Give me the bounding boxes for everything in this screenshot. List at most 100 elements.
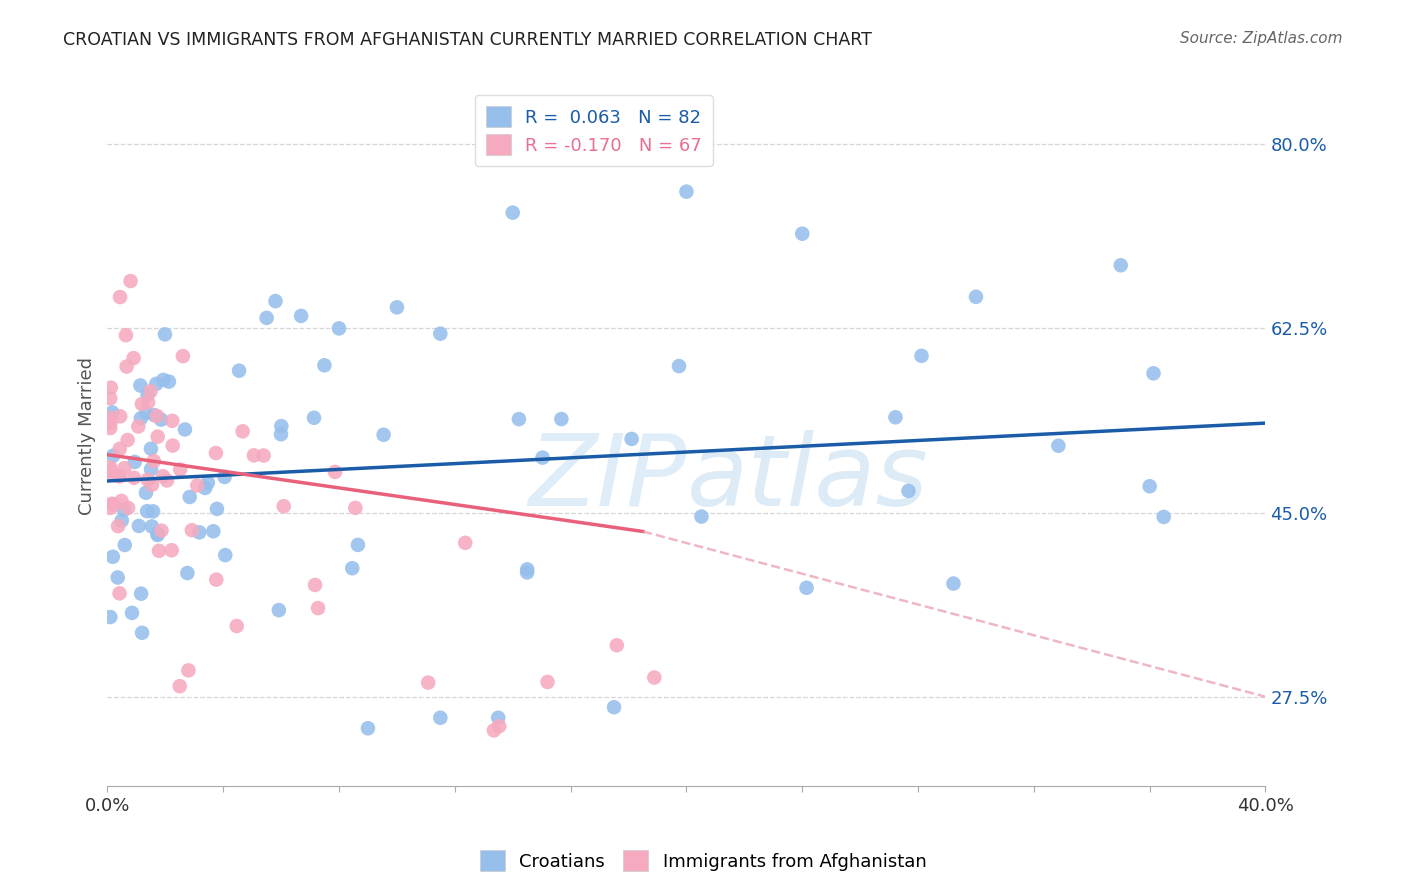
Point [129,411,152,425]
Point [107,519,129,533]
Point [482,723,505,738]
Point [194,481,217,495]
Point [100,381,122,395]
Point [131,625,153,640]
Point [142,454,165,468]
Point [160,543,183,558]
Point [1047,439,1070,453]
Point [146,430,169,444]
Point [270,419,292,434]
Point [897,483,920,498]
Point [141,519,163,533]
Point [516,566,538,580]
Point [328,321,350,335]
Point [152,469,174,483]
Point [174,422,197,436]
Point [108,290,131,304]
Legend: Croatians, Immigrants from Afghanistan: Croatians, Immigrants from Afghanistan [472,843,934,879]
Point [98,421,121,435]
Point [347,538,370,552]
Point [302,410,325,425]
Point [179,490,201,504]
Point [136,504,159,518]
Point [146,528,169,542]
Point [454,536,477,550]
Point [508,412,530,426]
Point [550,412,572,426]
Point [110,494,132,508]
Point [186,478,208,492]
Point [169,679,191,693]
Point [205,501,228,516]
Point [796,581,818,595]
Point [103,498,125,512]
Point [98,392,121,406]
Point [114,538,136,552]
Point [136,473,159,487]
Point [1142,367,1164,381]
Point [101,405,124,419]
Point [690,509,713,524]
Point [129,378,152,392]
Point [536,675,558,690]
Point [910,349,932,363]
Y-axis label: Currently Married: Currently Married [79,358,96,516]
Point [307,601,329,615]
Point [429,326,451,341]
Text: Source: ZipAtlas.com: Source: ZipAtlas.com [1180,31,1343,46]
Point [143,408,166,422]
Point [131,397,153,411]
Point [108,586,131,600]
Point [98,463,121,477]
Point [111,514,134,528]
Point [304,578,326,592]
Point [150,412,173,426]
Point [117,500,139,515]
Point [100,416,122,430]
Point [606,638,628,652]
Point [385,301,408,315]
Point [136,387,159,401]
Point [214,470,236,484]
Point [290,309,312,323]
Point [323,465,346,479]
Point [124,455,146,469]
Point [418,675,440,690]
Point [176,566,198,580]
Point [122,351,145,365]
Point [162,414,184,428]
Point [232,425,254,439]
Point [141,478,163,492]
Point [107,570,129,584]
Point [516,562,538,576]
Point [202,524,225,539]
Point [531,450,554,465]
Point [120,274,142,288]
Point [162,439,184,453]
Point [1153,510,1175,524]
Point [205,446,228,460]
Point [228,364,250,378]
Point [314,359,336,373]
Point [620,432,643,446]
Point [128,519,150,533]
Point [117,433,139,447]
Point [1109,258,1132,272]
Point [122,471,145,485]
Point [98,610,121,624]
Point [205,573,228,587]
Point [197,475,219,490]
Point [373,427,395,442]
Point [129,587,152,601]
Point [965,290,987,304]
Point [112,461,135,475]
Point [150,524,173,538]
Point [214,548,236,562]
Text: CROATIAN VS IMMIGRANTS FROM AFGHANISTAN CURRENTLY MARRIED CORRELATION CHART: CROATIAN VS IMMIGRANTS FROM AFGHANISTAN … [63,31,872,49]
Point [270,427,292,442]
Point [148,543,170,558]
Point [225,619,247,633]
Point [502,205,524,219]
Point [264,294,287,309]
Point [603,700,626,714]
